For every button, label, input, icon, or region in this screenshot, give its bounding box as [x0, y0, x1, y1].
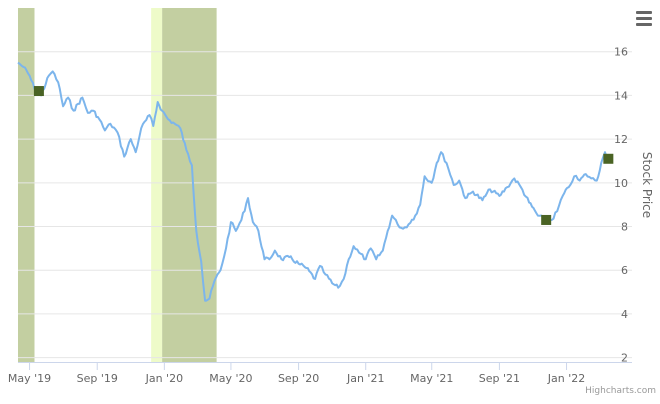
- y-tick-label: 4: [621, 308, 628, 321]
- plot-background: [18, 8, 632, 362]
- menu-bar-top: [636, 11, 652, 14]
- event-marker-0: [33, 86, 44, 97]
- x-tick-label: Sep '19: [77, 372, 118, 385]
- x-tick-label: Sep '21: [479, 372, 520, 385]
- hamburger-menu-icon[interactable]: [634, 8, 656, 28]
- menu-bar-middle: [636, 17, 652, 20]
- event-marker-1: [541, 214, 552, 225]
- event-marker-2: [603, 153, 614, 164]
- y-tick-label: 6: [621, 264, 628, 277]
- y-tick-label: 14: [614, 89, 628, 102]
- plot-band-2: [162, 8, 217, 362]
- x-tick-label: Jan '22: [547, 372, 585, 385]
- x-tick-label: May '20: [209, 372, 252, 385]
- y-tick-label: 10: [614, 177, 628, 190]
- y-axis-title: Stock Price: [640, 152, 654, 218]
- y-tick-label: 2: [621, 352, 628, 365]
- y-tick-label: 12: [614, 133, 628, 146]
- x-tick-label: May '21: [410, 372, 453, 385]
- x-tick-label: May '19: [8, 372, 51, 385]
- x-tick-label: Jan '21: [346, 372, 384, 385]
- credits-link[interactable]: Highcharts.com: [585, 386, 656, 396]
- menu-bar-bottom: [636, 23, 652, 26]
- plot-band-1: [151, 8, 163, 362]
- plot-band-0: [18, 8, 35, 362]
- x-tick-label: Sep '20: [278, 372, 319, 385]
- series-line-0: [17, 61, 609, 302]
- y-tick-label: 8: [621, 221, 628, 234]
- x-tick-label: Jan '20: [145, 372, 183, 385]
- y-tick-label: 16: [614, 46, 628, 59]
